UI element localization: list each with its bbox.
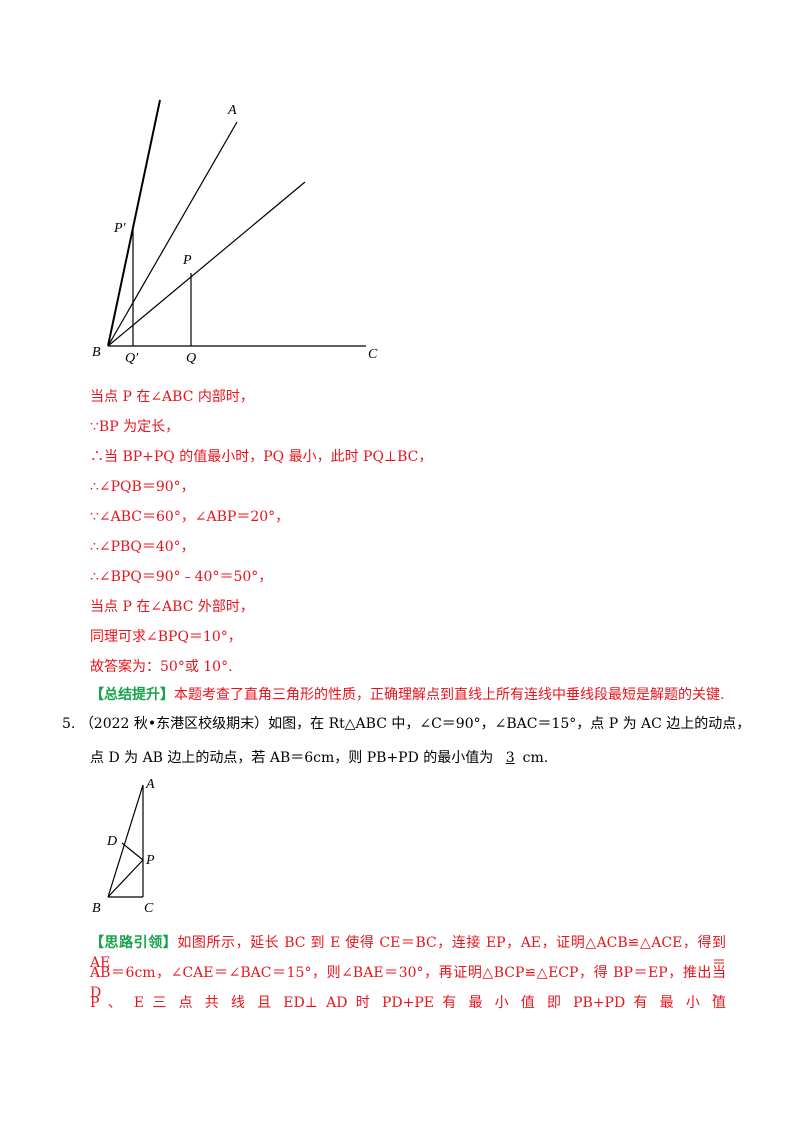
label: C [368, 347, 378, 362]
label: P [182, 253, 192, 268]
solution-line: ∵BP 为定长， [90, 419, 180, 435]
hint-line: P 、 E 三 点 共 线 且 ED⊥ AD 时 PD+PE 有 最 小 值 即… [90, 992, 726, 1012]
label: P′ [113, 221, 127, 236]
label: B [92, 901, 101, 916]
solution-line: 当点 P 在∠ABC 外部时， [90, 599, 254, 615]
hint-text: P 、 E 三 点 共 线 且 ED⊥ AD 时 PD+PE 有 最 小 值 即… [90, 995, 726, 1011]
solution-line: 故答案为：50°或 10°. [90, 659, 233, 675]
solution-line: ∴∠PQB＝90°， [90, 479, 195, 495]
hint-label: 【思路引领】 [90, 935, 178, 951]
label: Q [186, 351, 196, 366]
problem-number: 5. [62, 716, 76, 732]
figure2-lines [107, 784, 144, 898]
solution-line: 当点 P 在∠ABC 内部时， [90, 389, 254, 405]
problem-text: 点 D 为 AB 边上的动点，若 AB＝6cm，则 PB+PD 的最小值为 [90, 750, 494, 766]
hint-line: 【思路引领】如图所示，延长 BC 到 E 使得 CE＝BC，连接 EP，AE，证… [90, 932, 726, 972]
hint-text: 如图所示，延长 BC 到 E 使得 CE＝BC，连接 EP，AE，证明△ACB≌… [90, 935, 726, 971]
hint-line: AB＝6cm，∠CAE＝∠BAC＝15°，则∠BAE＝30°，再证明△BCP≌△… [90, 962, 726, 1002]
label: B [92, 345, 101, 360]
solution-line: ∴当 BP+PQ 的值最小时，PQ 最小，此时 PQ⊥BC， [90, 449, 433, 465]
label: A [227, 103, 237, 118]
summary-text: 本题考查了直角三角形的性质，正确理解点到直线上所有连线中垂线段最短是解题的关键. [174, 687, 725, 703]
solution-line: 同理可求∠BPQ＝10°， [90, 629, 242, 645]
problem-text: （2022 秋•东港区校级期末）如图，在 Rt△ABC 中，∠C＝90°，∠BA… [79, 716, 751, 732]
answer: 3 [505, 750, 515, 766]
problem-text: cm. [522, 750, 549, 766]
solution-line: ∵∠ABC＝60°，∠ABP＝20°， [90, 509, 290, 525]
summary: 【总结提升】本题考查了直角三角形的性质，正确理解点到直线上所有连线中垂线段最短是… [90, 684, 724, 704]
label: C [144, 901, 154, 916]
solution-line: ∴∠PBQ＝40°， [90, 539, 195, 555]
label: D [106, 834, 117, 849]
label: A [145, 777, 155, 792]
summary-label: 【总结提升】 [90, 687, 174, 703]
figure1-lines [107, 99, 366, 347]
label: Q′ [125, 351, 139, 366]
label: P [145, 853, 155, 868]
hint-text: AB＝6cm，∠CAE＝∠BAC＝15°，则∠BAE＝30°，再证明△BCP≌△… [90, 965, 726, 1001]
problem-line: 5. （2022 秋•东港区校级期末）如图，在 Rt△ABC 中，∠C＝90°，… [62, 713, 750, 733]
solution-line: ∴∠BPQ＝90°﹣40°＝50°， [90, 569, 273, 585]
